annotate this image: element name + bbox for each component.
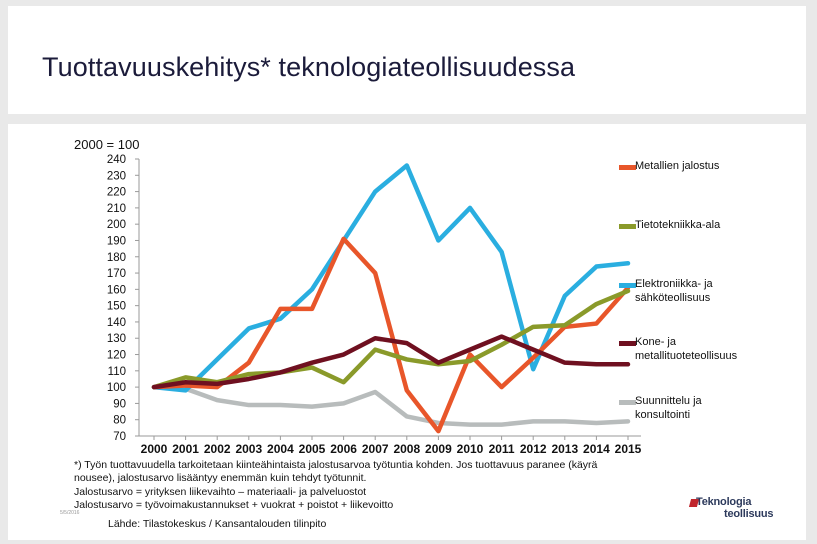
x-tick-label: 2004	[267, 442, 294, 456]
page-title: Tuottavuuskehitys* teknologiateollisuude…	[42, 52, 576, 82]
legend-swatch	[619, 400, 636, 405]
series-line-1	[151, 236, 631, 434]
source-note: Lähde: Tilastokeskus / Kansantalouden ti…	[108, 518, 327, 530]
legend-label: Tietotekniikka-ala	[635, 219, 721, 231]
logo-text-line2: teollisuus	[724, 508, 774, 520]
legend-swatch	[619, 165, 636, 170]
date-tag: 5/5/2016	[60, 510, 80, 516]
x-tick-label: 2015	[615, 442, 642, 456]
x-tick-label: 2001	[172, 442, 199, 456]
y-tick-label: 230	[107, 170, 126, 182]
legend-label: Metallien jalostus	[635, 160, 720, 172]
legend-label: Kone- ja metallituoteteollisuus	[635, 336, 738, 362]
x-tick-label: 2007	[362, 442, 389, 456]
footnote: *) Työn tuottavuudella tarkoitetaan kiin…	[74, 459, 674, 512]
y-tick-label: 220	[107, 187, 126, 199]
x-tick-label: 2014	[583, 442, 610, 456]
y-tick-label: 80	[113, 415, 126, 427]
y-tick-label: 70	[113, 431, 126, 443]
x-tick-label: 2005	[299, 442, 326, 456]
legend-swatch	[619, 341, 636, 346]
footnote-line: nousee), jalostusarvo lisääntyy enemmän …	[74, 472, 367, 485]
y-tick-label: 240	[107, 154, 126, 166]
x-tick-label: 2010	[457, 442, 484, 456]
y-tick-label: 200	[107, 219, 126, 231]
x-tick-label: 2011	[489, 442, 515, 456]
legend-label: Suunnittelu ja konsultointi	[635, 395, 702, 421]
footnote-line: *) Työn tuottavuudella tarkoitetaan kiin…	[74, 459, 598, 471]
series-line-2	[151, 288, 631, 390]
teknologiateollisuus-logo: Teknologia teollisuus	[688, 496, 790, 522]
y-tick-label: 130	[107, 333, 126, 345]
y-tick-label: 100	[107, 382, 126, 394]
y-tick-label: 150	[107, 301, 126, 313]
series-line-5	[151, 384, 631, 427]
x-tick-label: 2002	[204, 442, 231, 456]
footnote-line: Jalostusarvo = työvoimakustannukset + vu…	[74, 498, 394, 511]
x-tick-label: 2009	[425, 442, 452, 456]
x-tick-label: 2006	[330, 442, 357, 456]
y-tick-label: 160	[107, 284, 126, 296]
y-tick-label: 170	[107, 268, 126, 280]
y-tick-label: 110	[108, 366, 126, 378]
y-tick-label: 120	[107, 350, 126, 362]
content-panel	[8, 124, 806, 540]
x-tick-label: 2008	[393, 442, 420, 456]
y-tick-label: 180	[107, 252, 126, 264]
x-tick-label: 2013	[551, 442, 578, 456]
y-tick-label: 210	[107, 203, 126, 215]
series-line-3	[151, 163, 631, 393]
index-note: 2000 = 100	[74, 137, 140, 152]
x-tick-label: 2003	[235, 442, 262, 456]
footnote-line: Jalostusarvo = yrityksen liikevaihto – m…	[74, 485, 367, 498]
y-tick-label: 190	[107, 235, 126, 247]
legend-swatch	[619, 224, 636, 229]
title-panel: Tuottavuuskehitys* teknologiateollisuude…	[8, 6, 806, 114]
y-tick-label: 90	[113, 398, 126, 410]
y-tick-label: 140	[107, 317, 126, 329]
series-line-4	[151, 334, 631, 390]
x-tick-label: 2000	[141, 442, 168, 456]
logo-text-line1: Teknologia	[696, 496, 752, 508]
legend-swatch	[619, 283, 636, 288]
x-tick-label: 2012	[520, 442, 547, 456]
legend-label: Elektroniikka- ja sähköteollisuus	[635, 278, 713, 304]
